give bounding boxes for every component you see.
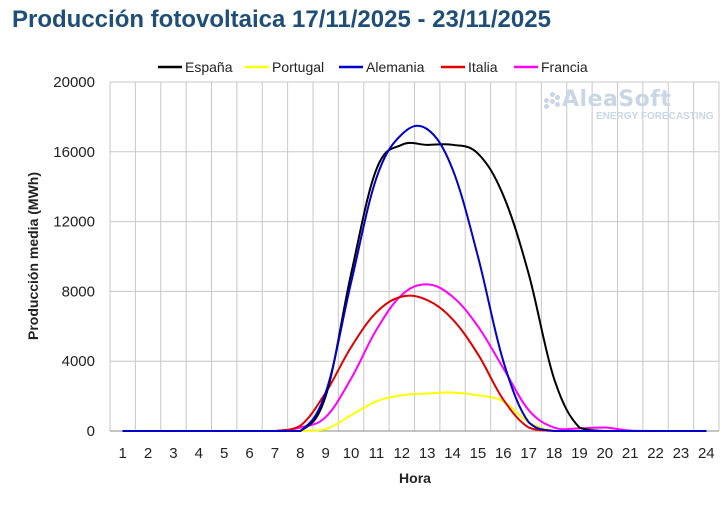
y-tick-label: 4000 xyxy=(62,353,95,370)
y-tick-label: 8000 xyxy=(62,283,95,300)
chart-title: Producción fotovoltaica 17/11/2025 - 23/… xyxy=(12,6,551,33)
legend-label: Francia xyxy=(541,59,588,75)
aleasoft-logo: AleaSoft ENERGY FORECASTING xyxy=(544,88,714,122)
x-tick-label: 23 xyxy=(673,445,690,462)
x-tick-label: 7 xyxy=(271,445,279,462)
x-tick-label: 6 xyxy=(245,445,253,462)
x-tick-label: 2 xyxy=(144,445,152,462)
x-tick-label: 22 xyxy=(647,445,664,462)
x-tick-label: 8 xyxy=(296,445,304,462)
logo-subtitle: ENERGY FORECASTING xyxy=(596,111,714,122)
legend-label: Portugal xyxy=(272,59,324,75)
y-tick-label: 20000 xyxy=(53,74,95,91)
x-tick-label: 9 xyxy=(322,445,330,462)
y-tick-label: 0 xyxy=(87,423,95,440)
legend: España Portugal Alemania Italia Francia xyxy=(158,59,588,75)
x-tick-label: 19 xyxy=(571,445,588,462)
legend-label: Alemania xyxy=(366,59,425,75)
series-lines xyxy=(122,124,707,432)
x-tick-label: 12 xyxy=(393,445,410,462)
x-tick-label: 13 xyxy=(419,445,436,462)
x-tick-label: 5 xyxy=(220,445,228,462)
x-tick-label: 15 xyxy=(470,445,487,462)
y-tick-label: 12000 xyxy=(53,214,95,231)
x-tick-label: 3 xyxy=(169,445,177,462)
x-tick-label: 11 xyxy=(369,445,385,462)
legend-label: España xyxy=(185,59,233,75)
x-tick-label: 16 xyxy=(495,445,512,462)
legend-label: Italia xyxy=(468,59,498,75)
y-tick-labels: 0 4000 8000 12000 16000 20000 xyxy=(53,74,95,440)
x-tick-label: 10 xyxy=(343,445,360,462)
y-axis-label: Producción media (MWh) xyxy=(25,172,41,340)
x-tick-label: 4 xyxy=(195,445,203,462)
grid-lines xyxy=(109,81,720,432)
x-tick-label: 21 xyxy=(622,445,639,462)
x-tick-label: 1 xyxy=(119,445,127,462)
x-tick-label: 17 xyxy=(520,445,537,462)
series-line-alemania xyxy=(122,124,707,432)
x-tick-label: 24 xyxy=(698,445,715,462)
logo-text: AleaSoft xyxy=(562,87,672,112)
y-tick-label: 16000 xyxy=(53,144,95,161)
logo-dots-icon xyxy=(544,90,560,109)
x-tick-label: 14 xyxy=(444,445,461,462)
x-tick-label: 20 xyxy=(596,445,613,462)
x-axis-label: Hora xyxy=(399,470,431,486)
x-tick-label: 18 xyxy=(546,445,563,462)
x-tick-labels: 1 2 3 4 5 6 7 8 9 10 11 12 13 14 15 16 17 18 19 20 21 22 23 24 xyxy=(119,445,715,462)
